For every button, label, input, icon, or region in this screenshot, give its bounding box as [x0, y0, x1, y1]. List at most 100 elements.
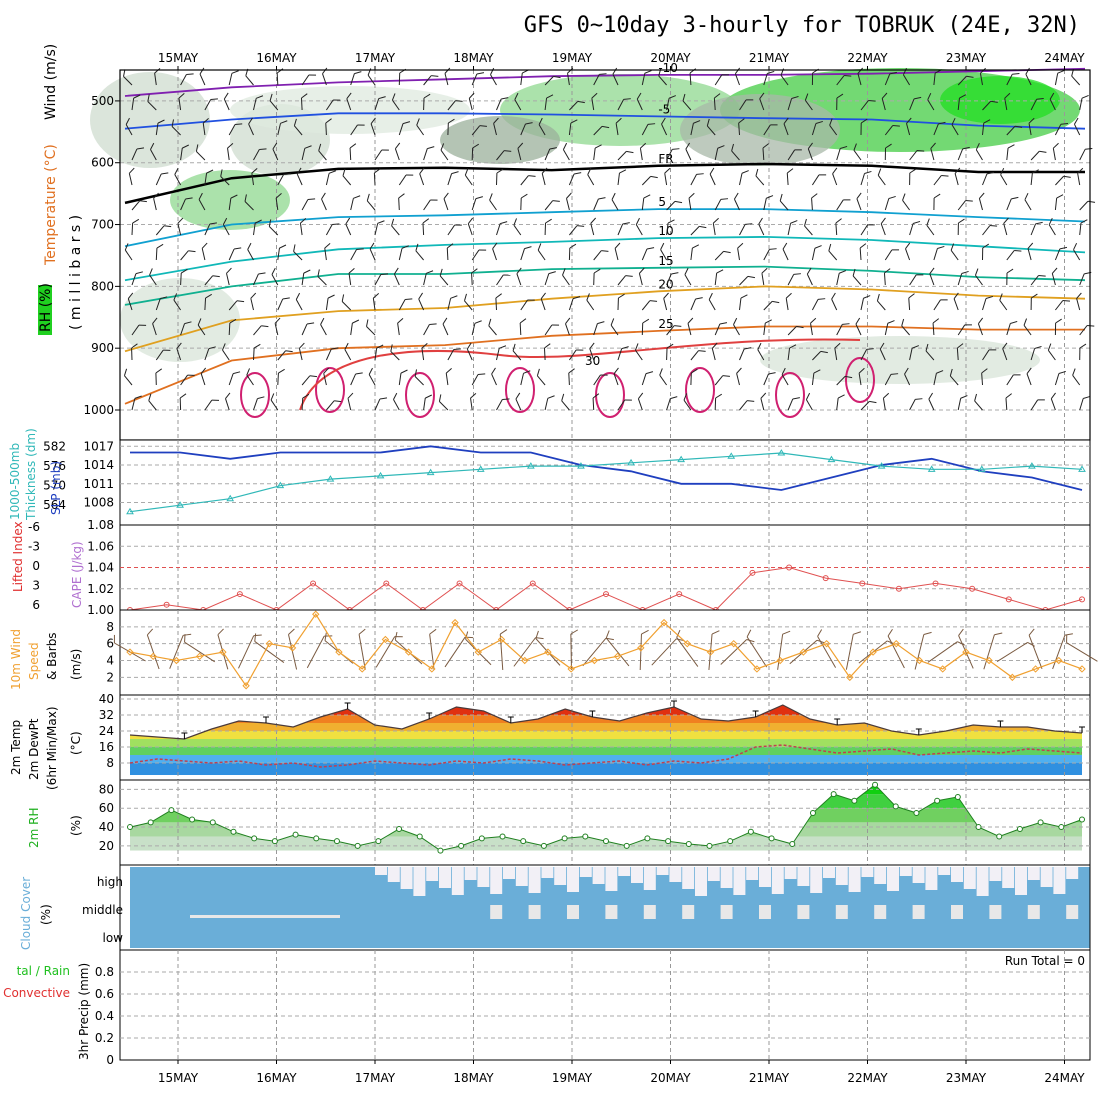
cloud-gap-high — [490, 867, 503, 894]
wind-barb — [933, 121, 946, 136]
wind10m-panel: 2 4 6 8 10m Wind Speed & Barbs (m/s) — [9, 609, 1098, 696]
wind-barb — [323, 367, 330, 386]
rh-point — [623, 842, 630, 849]
wind-barb — [155, 172, 169, 186]
wind-barb — [617, 150, 634, 161]
wind-barb — [220, 169, 230, 186]
wind-barb — [467, 217, 474, 236]
wind-barb — [299, 217, 307, 236]
isotherm-30-loop — [405, 372, 435, 418]
rh-shade — [940, 76, 1060, 124]
wind-barb — [957, 200, 973, 211]
cloud-gap-high — [1040, 867, 1053, 887]
wind-barb — [131, 94, 141, 111]
wind-barb — [637, 392, 644, 411]
rh-point — [851, 797, 858, 804]
wind-barb — [1047, 343, 1056, 361]
wind-barb — [295, 292, 303, 311]
upper-rh-label: RH (%) — [38, 283, 54, 332]
wind-barb — [933, 370, 944, 386]
wind-barb — [177, 217, 184, 236]
wind-barb — [496, 221, 508, 236]
date-label-bottom: 22MAY — [847, 1071, 888, 1085]
cloud-gap-mid — [874, 905, 887, 919]
wind-barb — [617, 293, 625, 311]
cloud-gap-high — [874, 867, 887, 884]
wind-barb — [1054, 246, 1068, 261]
wind-barb — [591, 92, 598, 111]
rh-tick: 80 — [99, 782, 114, 796]
rh-point — [644, 835, 651, 842]
cape-point — [529, 580, 536, 587]
wind-barb — [709, 167, 716, 186]
cloud-middle-label: middle — [82, 903, 123, 917]
cloud-gap-mid — [528, 905, 541, 919]
wind-barb — [520, 175, 536, 186]
precip-tick: 0.2 — [95, 1031, 114, 1045]
wind-barb — [904, 367, 911, 386]
wind-barb — [877, 168, 886, 186]
rh-point — [1079, 816, 1085, 823]
temp-band — [130, 731, 1082, 739]
wind-barb — [398, 174, 414, 186]
y-tick-label: 1000 — [83, 403, 114, 417]
wind-barb — [1050, 392, 1056, 411]
wind-barb — [779, 193, 789, 211]
wind-barb — [123, 69, 133, 86]
thickness-point — [326, 475, 335, 482]
rh-point — [706, 842, 713, 849]
precip-tick: 0.4 — [95, 1009, 114, 1023]
wind-barb — [423, 75, 439, 86]
wind-barb — [544, 94, 554, 111]
wind-point — [381, 635, 390, 644]
wind-barb — [641, 194, 651, 211]
wind-barb — [198, 192, 206, 211]
wind-barb — [325, 118, 332, 136]
cloud-gap-mid — [797, 905, 810, 919]
wind-barb — [253, 325, 269, 336]
wind-barb — [806, 267, 813, 286]
temp-tick: 24 — [99, 724, 114, 738]
wind-barb — [544, 395, 555, 411]
wind-barb — [301, 269, 311, 286]
wind-barb — [113, 634, 146, 662]
wind-barb — [350, 71, 362, 86]
rh-point — [437, 847, 444, 854]
wind-point — [219, 648, 227, 656]
wind-barb — [914, 631, 932, 670]
wind-barb — [759, 92, 765, 111]
wind-barb — [288, 628, 298, 670]
rh-tick: 40 — [99, 820, 114, 834]
thickness-point — [577, 462, 585, 469]
lifted-tick: -6 — [28, 520, 40, 534]
wind-barb — [666, 219, 675, 236]
wind-barb — [690, 350, 706, 361]
wind-barb — [173, 293, 182, 311]
wind-barb — [204, 346, 216, 361]
wind-barb — [374, 273, 389, 286]
wind-barb — [516, 267, 522, 286]
wind-barb — [763, 372, 776, 386]
cape-point — [310, 580, 317, 587]
cape-tick: 1.06 — [87, 539, 114, 553]
wind-barb — [254, 633, 285, 663]
wind-barb — [811, 245, 822, 261]
wind-barb — [739, 223, 753, 236]
wind-barb — [954, 167, 961, 186]
wind-barb — [248, 117, 254, 136]
cape-point — [163, 601, 170, 608]
cloud-gap-high — [592, 867, 605, 884]
cloud-gap-high — [823, 867, 835, 878]
cape-panel: 1.00 1.02 1.04 1.06 1.08 -6 -3 0 3 6 Lifted Index… — [11, 518, 1091, 617]
cloud-gap-high — [1027, 867, 1040, 880]
wind-barb — [228, 70, 239, 86]
wind-barb — [201, 242, 208, 261]
wind-barb — [811, 298, 826, 311]
wind-barb — [733, 317, 740, 336]
wind-barb — [831, 292, 838, 311]
thickness-line — [129, 452, 1083, 513]
wind-barb — [1006, 196, 1019, 211]
cloud-gap-high — [1002, 867, 1015, 888]
wind-barb — [543, 343, 551, 361]
wind-barb — [538, 117, 546, 136]
